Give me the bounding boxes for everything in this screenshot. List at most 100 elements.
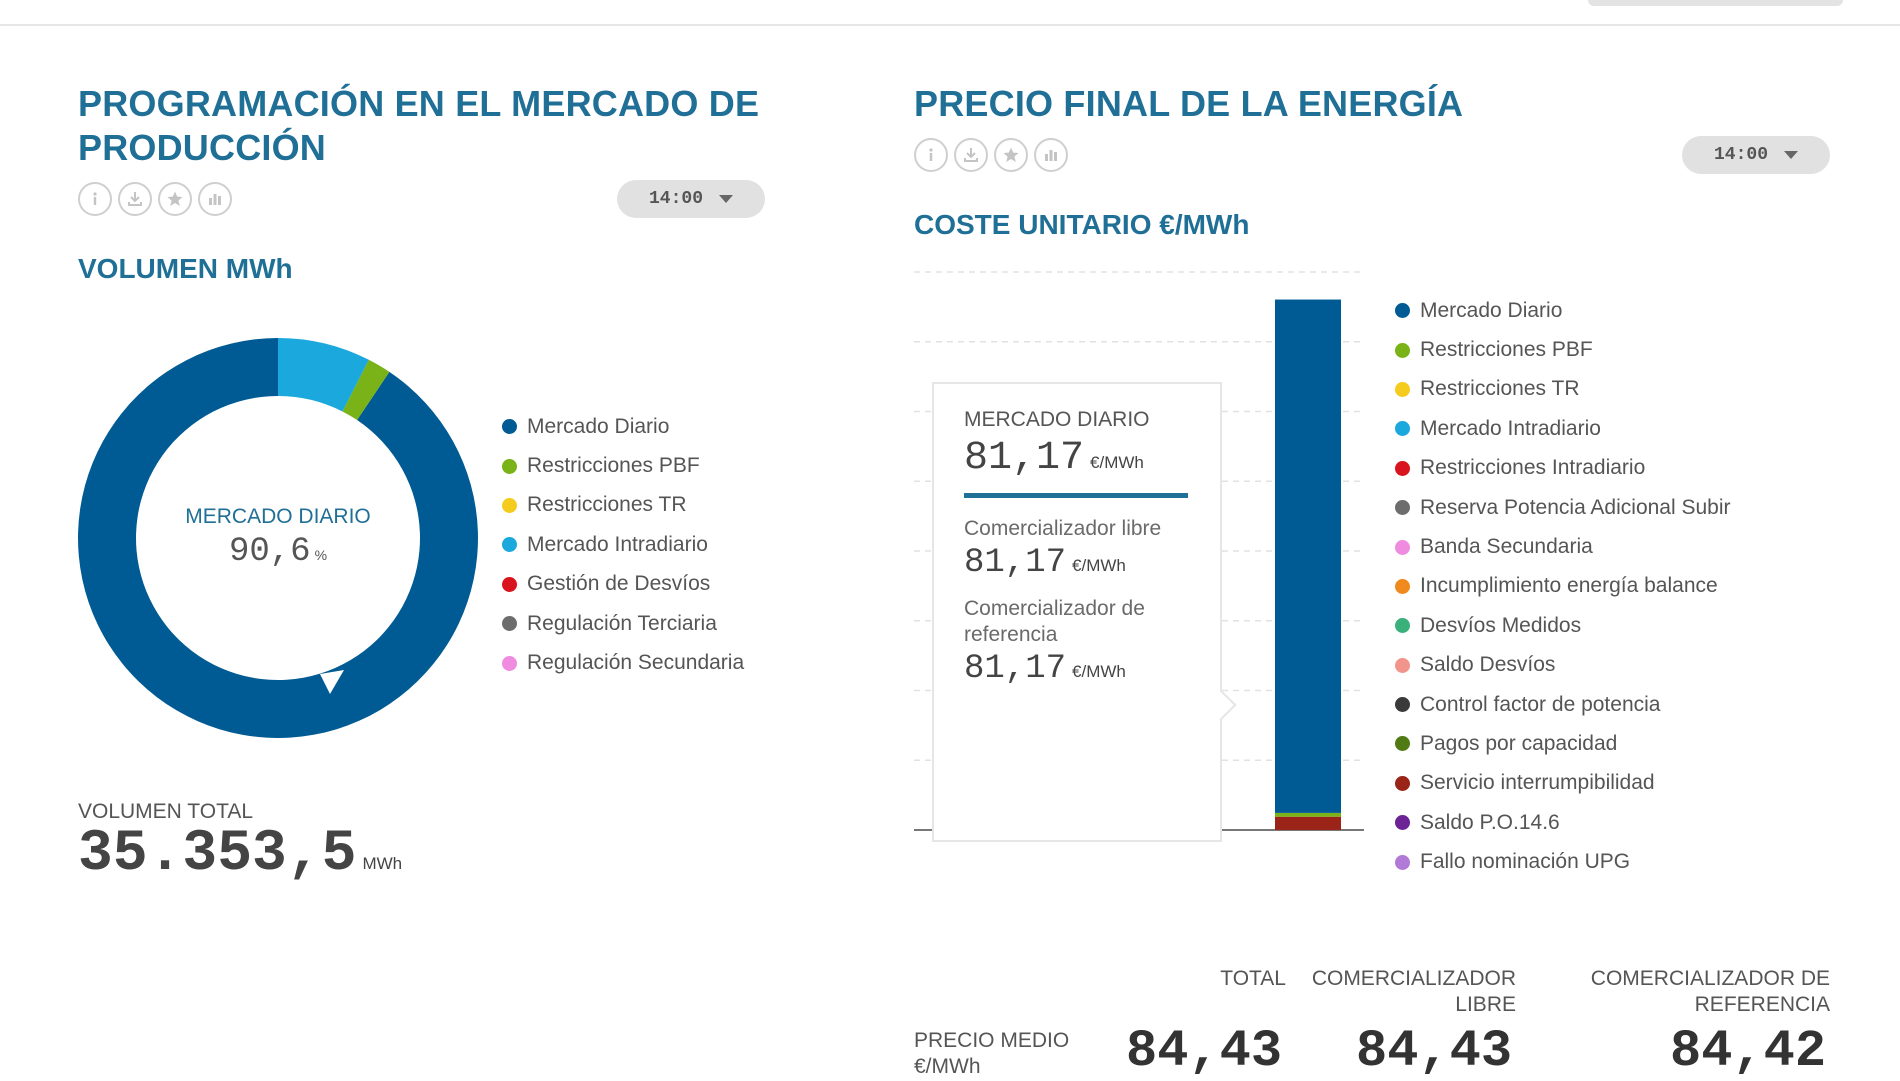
legend-item-incumplimiento-energia-balance[interactable]: Incumplimiento energía balance [1395, 567, 1731, 606]
tooltip-value: 81,17 €/MWh [964, 436, 1190, 481]
legend-item-pagos-por-capacidad[interactable]: Pagos por capacidad [1395, 724, 1731, 763]
left-time-selector[interactable]: 14:00 [617, 180, 765, 218]
legend-item-restricciones-pbf[interactable]: Restricciones PBF [1395, 330, 1731, 369]
star-icon[interactable] [994, 138, 1028, 172]
legend-item-control-factor-de-potencia[interactable]: Control factor de potencia [1395, 685, 1731, 724]
table-value-libre: 84,43 [1356, 1022, 1513, 1081]
total-volume-label: VOLUMEN TOTAL [78, 800, 254, 823]
tooltip-header: MERCADO DIARIO [964, 408, 1150, 431]
legend-dot [1395, 381, 1410, 397]
table-header-total: TOTAL [1220, 967, 1286, 990]
chart-icon[interactable] [198, 182, 232, 216]
legend-label: Restricciones Intradiario [1420, 456, 1646, 480]
table-row-label: PRECIO MEDIO €/MWh [914, 1029, 1070, 1078]
legend-label: Mercado Diario [1420, 298, 1563, 322]
left-time-value: 14:00 [648, 189, 703, 209]
legend-dot [502, 537, 517, 553]
legend-label: Incumplimiento energía balance [1420, 574, 1718, 598]
tooltip-row-unit: €/MWh [1072, 662, 1126, 681]
legend-dot [502, 458, 517, 474]
tooltip-value-number: 81,17 [964, 436, 1085, 481]
legend-item-restricciones-intradiario[interactable]: Restricciones Intradiario [1395, 449, 1731, 488]
tooltip-row-label: Comercializador libre [964, 517, 1162, 540]
legend-item-mercado-diario[interactable]: Mercado Diario [1395, 291, 1731, 330]
legend-item-servicio-interrumpibilidad[interactable]: Servicio interrumpibilidad [1395, 764, 1731, 803]
legend-item-mercado-intradiario[interactable]: Mercado Intradiario [502, 525, 744, 564]
donut-center-label: MERCADO DIARIO [185, 505, 371, 528]
legend-item-restricciones-tr[interactable]: Restricciones TR [1395, 370, 1731, 409]
left-panel-title: PROGRAMACIÓN EN EL MERCADO DE PRODUCCIÓN [78, 83, 760, 168]
download-icon[interactable] [954, 138, 988, 172]
legend-label: Pagos por capacidad [1420, 731, 1618, 755]
legend-item-mercado-diario[interactable]: Mercado Diario [502, 407, 744, 446]
legend-item-reserva-potencia-adicional-subir[interactable]: Reserva Potencia Adicional Subir [1395, 488, 1731, 527]
legend-label: Servicio interrumpibilidad [1420, 771, 1655, 795]
table-header-referencia: COMERCIALIZADOR DE REFERENCIA [1590, 967, 1830, 1016]
right-legend: Mercado Diario Restricciones PBF Restricci… [1395, 291, 1731, 882]
legend-dot [1395, 618, 1410, 634]
donut-slice-restricciones-pbf[interactable] [342, 359, 390, 421]
top-divider [0, 24, 1900, 26]
chevron-down-icon [1784, 151, 1798, 159]
right-time-value: 14:00 [1713, 145, 1768, 165]
legend-item-saldo-p-o-14-6[interactable]: Saldo P.O.14.6 [1395, 803, 1731, 842]
legend-label: Saldo Desvíos [1420, 653, 1556, 677]
total-volume-value: 35.353,5 [78, 822, 357, 887]
legend-label: Control factor de potencia [1420, 692, 1661, 716]
legend-dot [502, 616, 517, 632]
legend-item-gestion-de-desvios[interactable]: Gestión de Desvíos [502, 565, 744, 604]
right-time-selector[interactable]: 14:00 [1682, 136, 1830, 174]
donut-center-number: 90,6 [228, 533, 311, 571]
left-legend: Mercado Diario Restricciones PBF Restricci… [502, 407, 744, 683]
legend-dot [1395, 736, 1410, 752]
legend-label: Mercado Intradiario [1420, 416, 1601, 440]
legend-label: Banda Secundaria [1420, 535, 1593, 559]
legend-label: Saldo P.O.14.6 [1420, 810, 1560, 834]
right-panel-icons [914, 138, 1068, 172]
bar-segment-mercado-diario[interactable] [1275, 299, 1341, 813]
legend-label: Restricciones PBF [527, 454, 700, 478]
star-icon[interactable] [158, 182, 192, 216]
chart-tooltip: MERCADO DIARIO 81,17 €/MWh Comercializado… [932, 382, 1237, 842]
legend-item-saldo-desvios[interactable]: Saldo Desvíos [1395, 646, 1731, 685]
info-icon[interactable] [78, 182, 112, 216]
tooltip-row-unit: €/MWh [1072, 556, 1126, 575]
legend-dot [502, 497, 517, 513]
bar-segment-servicio-interrumpibilidad[interactable] [1275, 816, 1341, 830]
legend-item-restricciones-pbf[interactable]: Restricciones PBF [502, 446, 744, 485]
legend-dot [1395, 854, 1410, 870]
table-value-total: 84,43 [1126, 1022, 1283, 1081]
legend-label: Restricciones TR [527, 493, 687, 517]
legend-item-desvios-medidos[interactable]: Desvíos Medidos [1395, 606, 1731, 645]
legend-item-banda-secundaria[interactable]: Banda Secundaria [1395, 527, 1731, 566]
legend-item-regulacion-terciaria[interactable]: Regulación Terciaria [502, 604, 744, 643]
tooltip-row-number: 81,17 [964, 650, 1067, 688]
top-control-edge [1588, 0, 1843, 6]
legend-dot [1395, 342, 1410, 358]
legend-dot [1395, 539, 1410, 555]
bar-segment-restricciones-pbf[interactable] [1275, 812, 1341, 817]
legend-dot [1395, 815, 1410, 831]
chart-icon[interactable] [1034, 138, 1068, 172]
legend-dot [1395, 303, 1410, 319]
info-icon[interactable] [914, 138, 948, 172]
legend-dot [1395, 657, 1410, 673]
legend-label: Reserva Potencia Adicional Subir [1420, 495, 1731, 519]
legend-dot [1395, 578, 1410, 594]
legend-item-restricciones-tr[interactable]: Restricciones TR [502, 486, 744, 525]
donut-label-pointer [320, 670, 344, 694]
legend-item-regulacion-secundaria[interactable]: Regulación Secundaria [502, 643, 744, 682]
legend-dot [502, 655, 517, 671]
legend-label: Regulación Secundaria [527, 651, 745, 675]
download-icon[interactable] [118, 182, 152, 216]
legend-dot [502, 576, 517, 592]
legend-item-fallo-nominacion-upg[interactable]: Fallo nominación UPG [1395, 842, 1731, 881]
chevron-down-icon [719, 195, 733, 203]
legend-dot [502, 419, 517, 435]
legend-label: Fallo nominación UPG [1420, 850, 1631, 874]
legend-label: Gestión de Desvíos [527, 572, 711, 596]
legend-dot [1395, 460, 1410, 476]
legend-label: Mercado Diario [527, 414, 670, 438]
legend-item-mercado-intradiario[interactable]: Mercado Intradiario [1395, 409, 1731, 448]
donut-slice-mercado-intradiario[interactable] [278, 338, 369, 412]
